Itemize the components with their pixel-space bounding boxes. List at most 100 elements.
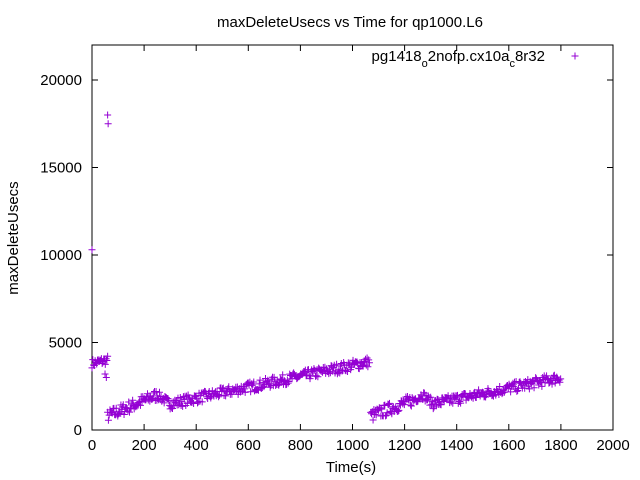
data-point (248, 381, 256, 389)
data-point (353, 358, 361, 366)
data-point (385, 399, 393, 407)
data-point (342, 367, 350, 375)
data-point (116, 409, 124, 417)
data-point (129, 396, 137, 404)
y-axis-label: maxDeleteUsecs (5, 181, 22, 294)
data-point (532, 374, 540, 382)
data-point (284, 379, 292, 387)
x-tick-label: 1400 (440, 437, 473, 454)
data-point (372, 411, 380, 419)
data-point (447, 398, 455, 406)
data-point (176, 393, 184, 401)
y-tick-label: 20000 (40, 72, 82, 89)
x-tick-label: 2000 (596, 437, 629, 454)
data-point (186, 394, 194, 402)
data-point (429, 405, 437, 413)
data-point (359, 362, 367, 370)
data-point (472, 393, 480, 401)
x-tick-label: 1200 (388, 437, 421, 454)
data-point (193, 394, 201, 402)
x-tick-label: 1800 (544, 437, 577, 454)
legend-label-mid: 2nofp.cx10a (428, 48, 510, 65)
data-point (225, 383, 233, 391)
data-point (382, 412, 390, 420)
data-point (333, 360, 341, 368)
x-tick-label: 0 (88, 437, 96, 454)
data-point (319, 368, 327, 376)
data-point (254, 386, 262, 394)
data-point (530, 384, 538, 392)
data-point (190, 400, 198, 408)
data-point (395, 406, 403, 414)
data-point (394, 407, 402, 415)
data-point (400, 401, 408, 409)
legend-label: pg1418o2nofp.cx10ac8r32 (372, 48, 545, 70)
chart-title: maxDeleteUsecs vs Time for qp1000.L6 (217, 14, 483, 31)
data-point (205, 388, 213, 396)
data-point (126, 408, 134, 416)
data-point (509, 379, 517, 387)
data-point (456, 397, 464, 405)
x-tick-label: 1000 (336, 437, 369, 454)
data-point (334, 368, 342, 376)
data-point (378, 405, 386, 413)
data-point (165, 397, 173, 405)
data-point (306, 375, 314, 383)
data-point (440, 398, 448, 406)
data-point (277, 376, 285, 384)
data-point (98, 359, 106, 367)
data-point (228, 390, 236, 398)
legend-label-main: pg1418 (372, 48, 422, 65)
x-tick-label: 400 (184, 437, 209, 454)
data-point (88, 246, 96, 254)
data-point (496, 383, 504, 391)
data-point (446, 399, 454, 407)
data-point (482, 391, 490, 399)
data-point (250, 378, 258, 386)
data-point (283, 376, 291, 384)
data-point (556, 378, 564, 386)
legend-label-end: 8r32 (515, 48, 545, 65)
data-point (384, 400, 392, 408)
data-point (369, 416, 377, 424)
data-point (112, 404, 120, 412)
data-point (160, 399, 168, 407)
data-point (125, 398, 133, 406)
data-point (241, 388, 249, 396)
data-point (280, 377, 288, 385)
x-tick-label: 200 (132, 437, 157, 454)
x-tick-label: 600 (236, 437, 261, 454)
data-point (240, 385, 248, 393)
data-point (525, 385, 533, 393)
data-point (215, 393, 223, 401)
data-point (103, 356, 111, 364)
data-point (478, 388, 486, 396)
data-point (385, 401, 393, 409)
data-point (453, 392, 461, 400)
data-point (543, 372, 551, 380)
data-point (104, 111, 112, 119)
y-tick-label: 0 (74, 422, 82, 439)
data-point (136, 401, 144, 409)
legend-marker-symbol (571, 52, 579, 60)
data-point (500, 388, 508, 396)
data-point (481, 392, 489, 400)
data-point (362, 355, 370, 363)
data-point (314, 373, 322, 381)
data-point (179, 402, 187, 410)
data-point (148, 395, 156, 403)
x-tick-label: 800 (288, 437, 313, 454)
x-axis-label: Time(s) (326, 459, 376, 476)
y-tick-label: 10000 (40, 247, 82, 264)
data-point (548, 380, 556, 388)
data-point (102, 374, 110, 381)
data-point (528, 378, 536, 386)
data-point (437, 401, 445, 409)
legend: pg1418o2nofp.cx10ac8r32 (372, 48, 579, 70)
data-point (155, 388, 163, 396)
data-point (164, 395, 172, 403)
data-point (152, 388, 160, 396)
data-point (120, 410, 128, 418)
data-point (376, 404, 384, 412)
